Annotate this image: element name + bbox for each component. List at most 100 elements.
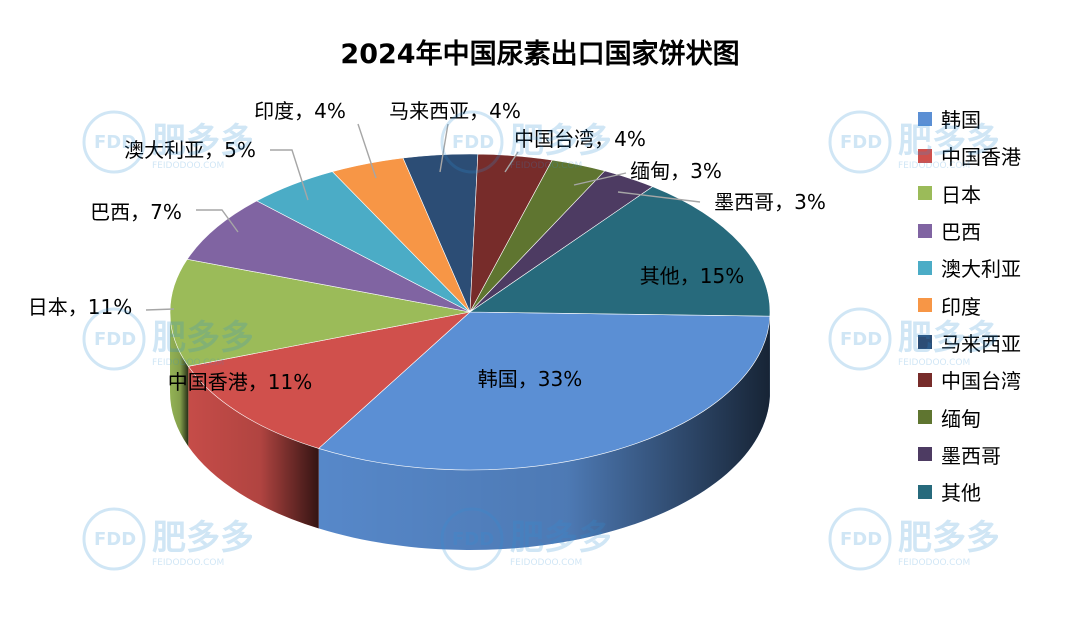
pie-slice-韩国 <box>318 311 771 471</box>
pie-slice-日本 <box>169 258 471 367</box>
legend-label: 中国台湾 <box>941 369 1021 394</box>
watermark-circle-icon <box>82 307 146 371</box>
data-label-中国香港: 中国香港，11% <box>168 370 312 394</box>
pie-side-shade-中国香港 <box>188 366 319 529</box>
data-label-日本: 日本，11% <box>28 295 132 319</box>
data-label-其他: 其他，15% <box>640 264 744 288</box>
pie-side-shade-日本 <box>170 312 189 447</box>
pie-sides <box>170 312 770 550</box>
watermark-site: FEIDODOO.COM <box>898 358 970 368</box>
watermark-circle-icon <box>828 307 892 371</box>
data-label-马来西亚: 马来西亚，4% <box>389 99 521 123</box>
legend: 韩国中国香港日本巴西澳大利亚印度马来西亚中国台湾缅甸墨西哥其他 <box>918 100 1078 510</box>
legend-swatch <box>918 298 932 313</box>
leader-line-澳大利亚 <box>270 149 309 201</box>
legend-item-韩国: 韩国 <box>918 100 1078 137</box>
data-label-缅甸: 缅甸，3% <box>630 159 722 183</box>
watermark-circle-icon <box>82 507 146 571</box>
pie-slice-巴西 <box>186 200 471 313</box>
watermark-brand: FDD <box>94 529 136 550</box>
legend-swatch <box>918 410 932 425</box>
watermark-name: 肥多多 <box>898 121 998 161</box>
legend-item-印度: 印度 <box>918 286 1078 323</box>
legend-swatch <box>918 447 932 462</box>
watermark-circle-icon <box>828 110 892 174</box>
data-labels: 韩国，33% 中国香港，11% 日本，11% 巴西，7% 澳大利亚，5% 印度，4% 马来西… <box>28 99 826 394</box>
watermark-site: FEIDODOO.COM <box>152 161 224 171</box>
watermark-brand: FDD <box>94 329 136 350</box>
legend-item-缅甸: 缅甸 <box>918 398 1078 435</box>
legend-item-中国台湾: 中国台湾 <box>918 361 1078 398</box>
watermark-circle-icon <box>440 507 504 571</box>
watermark-circle-icon <box>828 507 892 571</box>
legend-item-马来西亚: 马来西亚 <box>918 324 1078 361</box>
watermark-brand: FDD <box>452 132 494 153</box>
watermark-site: FEIDODOO.COM <box>898 161 970 171</box>
data-label-澳大利亚: 澳大利亚，5% <box>124 138 256 162</box>
watermark-circle-icon <box>82 110 146 174</box>
watermark-circle-icon <box>440 110 504 174</box>
legend-label: 马来西亚 <box>941 331 1021 356</box>
pie-tops <box>169 153 771 471</box>
legend-item-巴西: 巴西 <box>918 212 1078 249</box>
pie-slice-中国香港 <box>187 311 472 449</box>
watermark-name: 肥多多 <box>152 318 252 358</box>
watermark-site: FEIDODOO.COM <box>152 358 224 368</box>
legend-label: 缅甸 <box>941 406 981 431</box>
legend-label: 墨西哥 <box>941 443 1001 468</box>
legend-label: 印度 <box>941 294 981 319</box>
legend-label: 澳大利亚 <box>941 257 1021 282</box>
leader-line-马来西亚 <box>439 123 449 173</box>
legend-item-墨西哥: 墨西哥 <box>918 436 1078 473</box>
watermark-brand: FDD <box>840 132 882 153</box>
legend-swatch <box>918 111 932 126</box>
leader-line-墨西哥 <box>617 191 701 203</box>
legend-label: 其他 <box>941 481 981 506</box>
legend-label: 巴西 <box>941 220 981 245</box>
legend-swatch <box>918 186 932 201</box>
legend-item-澳大利亚: 澳大利亚 <box>918 249 1078 286</box>
legend-swatch <box>918 223 932 238</box>
watermark-name: 肥多多 <box>152 121 252 161</box>
chart-title: 2024年中国尿素出口国家饼状图 <box>340 39 740 70</box>
leader-line-印度 <box>357 123 377 179</box>
watermark-site: FEIDODOO.COM <box>510 161 582 171</box>
legend-item-日本: 日本 <box>918 175 1078 212</box>
watermark-site: FEIDODOO.COM <box>152 558 224 568</box>
legend-label: 中国香港 <box>941 145 1021 170</box>
leader-line-日本 <box>145 308 175 311</box>
watermark-site: FEIDODOO.COM <box>898 558 970 568</box>
data-label-韩国: 韩国，33% <box>478 367 582 391</box>
leader-line-巴西 <box>196 209 239 233</box>
data-label-巴西: 巴西，7% <box>90 200 182 224</box>
legend-swatch <box>918 335 932 350</box>
legend-label: 韩国 <box>941 108 981 133</box>
legend-swatch <box>918 148 932 163</box>
legend-label: 日本 <box>941 182 981 207</box>
leader-lines <box>145 123 701 311</box>
data-label-墨西哥: 墨西哥，3% <box>714 190 826 214</box>
leader-line-中国台湾 <box>504 151 519 173</box>
data-label-印度: 印度，4% <box>254 99 346 123</box>
legend-swatch <box>918 484 932 499</box>
watermark-name: 肥多多 <box>510 121 610 161</box>
legend-swatch <box>918 260 932 275</box>
data-label-中国台湾: 中国台湾，4% <box>514 127 646 151</box>
leader-line-缅甸 <box>573 172 627 186</box>
watermark-name: 肥多多 <box>898 318 998 358</box>
pie-slice-其他 <box>469 186 771 317</box>
watermark-brand: FDD <box>94 132 136 153</box>
watermark-site: FEIDODOO.COM <box>510 558 582 568</box>
watermark-brand: FDD <box>452 529 494 550</box>
watermark-brand: FDD <box>840 329 882 350</box>
watermark-name: 肥多多 <box>898 518 998 558</box>
